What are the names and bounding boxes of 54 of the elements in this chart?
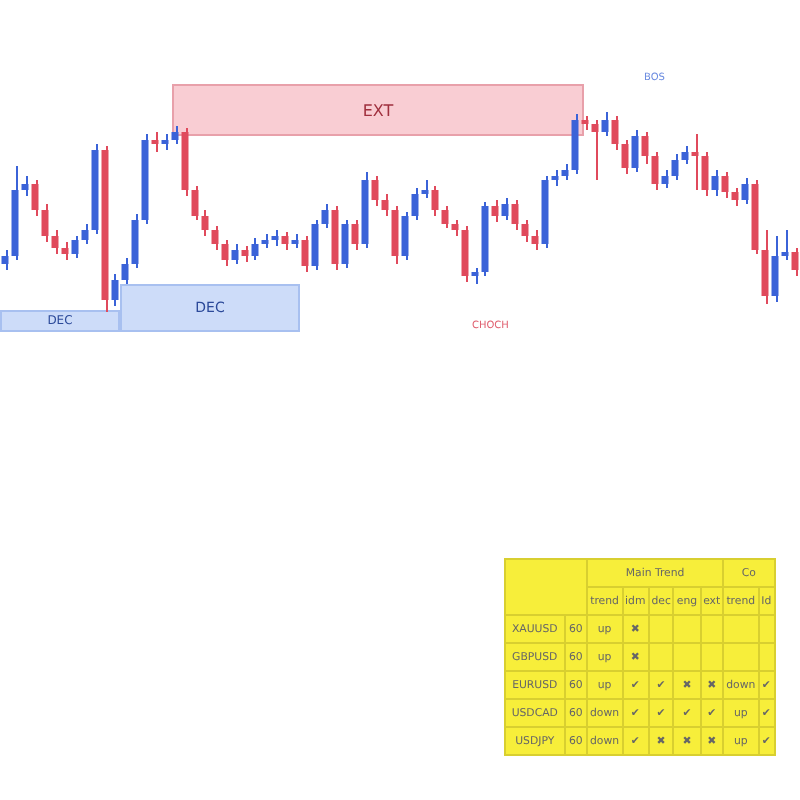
candlestick bbox=[71, 235, 79, 259]
candlestick bbox=[341, 219, 349, 269]
candlestick bbox=[501, 197, 509, 221]
candlestick bbox=[221, 239, 229, 267]
candlestick bbox=[121, 257, 129, 285]
candlestick bbox=[111, 273, 119, 307]
candlestick bbox=[691, 133, 699, 191]
candlestick bbox=[21, 175, 29, 197]
candlestick bbox=[531, 229, 539, 251]
candlestick bbox=[781, 229, 789, 261]
candlestick bbox=[761, 229, 769, 305]
candlestick bbox=[431, 185, 439, 217]
annotation: EXT bbox=[362, 101, 394, 119]
candlestick bbox=[351, 219, 359, 251]
candlestick bbox=[131, 213, 139, 269]
candlestick bbox=[611, 115, 619, 151]
candlestick bbox=[651, 151, 659, 191]
candlestick bbox=[491, 199, 499, 223]
candlestick bbox=[711, 169, 719, 197]
candlestick bbox=[201, 209, 209, 237]
candlestick bbox=[621, 139, 629, 175]
candlestick bbox=[601, 111, 609, 137]
candlestick bbox=[321, 203, 329, 229]
candlestick bbox=[51, 229, 59, 255]
candlestick bbox=[231, 243, 239, 265]
candlestick bbox=[301, 235, 309, 273]
candlestick bbox=[771, 235, 779, 303]
candlestick bbox=[411, 187, 419, 221]
candlestick bbox=[441, 205, 449, 229]
candlestick bbox=[461, 225, 469, 283]
candlestick bbox=[151, 131, 159, 153]
candlestick bbox=[721, 171, 729, 199]
candlestick bbox=[31, 179, 39, 217]
candlestick bbox=[391, 205, 399, 265]
candlestick bbox=[381, 193, 389, 217]
candlestick bbox=[591, 119, 599, 181]
candlestick bbox=[701, 151, 709, 197]
zone-box: EXT bbox=[172, 84, 584, 136]
candlestick bbox=[311, 219, 319, 271]
candlestick bbox=[641, 131, 649, 165]
candlestick bbox=[211, 225, 219, 251]
candlestick bbox=[251, 237, 259, 261]
candlestick bbox=[371, 175, 379, 207]
candlestick bbox=[81, 223, 89, 245]
candlestick bbox=[41, 203, 49, 243]
candlestick bbox=[401, 211, 409, 261]
candlestick bbox=[521, 219, 529, 243]
candlestick bbox=[1, 249, 9, 271]
candlestick bbox=[741, 177, 749, 205]
candlestick bbox=[791, 247, 799, 277]
candlestick bbox=[191, 185, 199, 221]
candlestick bbox=[671, 153, 679, 181]
candlestick bbox=[631, 129, 639, 173]
candlestick bbox=[511, 199, 519, 231]
